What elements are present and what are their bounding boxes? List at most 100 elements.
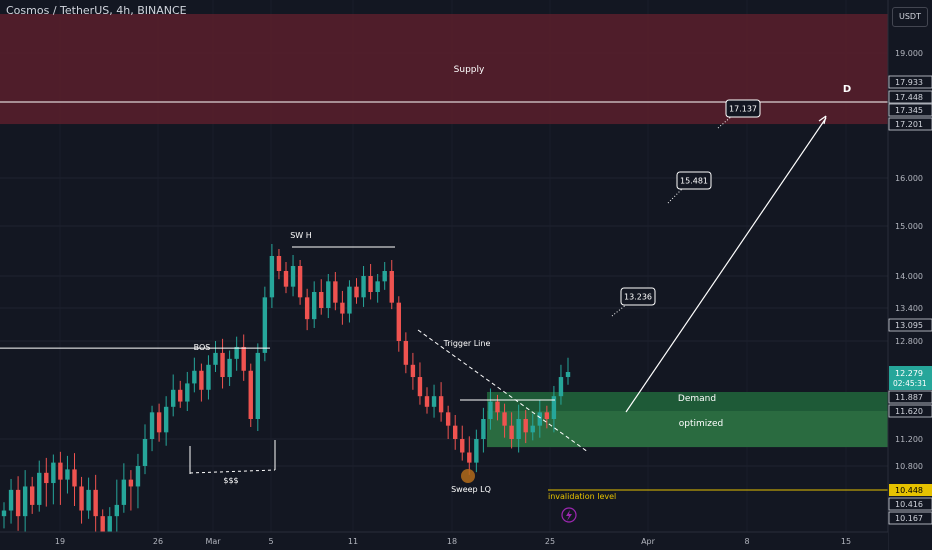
candle-body bbox=[467, 452, 472, 463]
candle-body bbox=[474, 439, 479, 463]
candle bbox=[283, 262, 289, 294]
candle bbox=[142, 424, 148, 475]
candle bbox=[375, 274, 380, 303]
candle bbox=[15, 476, 21, 531]
candle bbox=[544, 405, 550, 429]
candle bbox=[410, 352, 416, 390]
candle bbox=[347, 280, 352, 323]
candle-body bbox=[30, 486, 35, 505]
candle bbox=[312, 281, 317, 328]
liquidity-label: $$$ bbox=[223, 476, 238, 485]
candle bbox=[396, 296, 401, 352]
candle-body bbox=[227, 358, 232, 378]
target-callout[interactable]: 17.137 bbox=[717, 99, 761, 129]
candle-body bbox=[417, 377, 423, 397]
candle-body bbox=[396, 302, 401, 341]
candle bbox=[537, 400, 542, 438]
candle-body bbox=[431, 396, 437, 407]
candle-body bbox=[375, 281, 380, 292]
candle bbox=[206, 355, 211, 400]
price-level: 10.167 bbox=[895, 514, 923, 523]
candle-body bbox=[171, 389, 176, 407]
candle-body bbox=[530, 425, 535, 433]
candle-body bbox=[304, 297, 310, 320]
candle bbox=[51, 454, 56, 505]
price-axis[interactable]: 19.000 16.000 15.000 14.000 13.400 12.800 11.2… bbox=[887, 0, 932, 550]
candle-body bbox=[354, 286, 359, 298]
candle bbox=[135, 453, 141, 509]
price-level-box bbox=[889, 484, 932, 496]
price-level: 17.201 bbox=[895, 120, 923, 129]
target-price: 15.481 bbox=[680, 177, 708, 186]
candle-body bbox=[37, 472, 42, 505]
candle bbox=[530, 413, 535, 441]
candle-body bbox=[255, 352, 260, 419]
callout-pointer bbox=[611, 303, 628, 317]
time-tick: 15 bbox=[841, 537, 851, 546]
candle bbox=[262, 286, 268, 362]
candle bbox=[502, 403, 507, 438]
demand-label: Demand bbox=[678, 394, 716, 404]
time-tick: 11 bbox=[348, 537, 358, 546]
target-labels: 13.236 15.481 17.137 bbox=[611, 99, 761, 317]
time-tick: 5 bbox=[268, 537, 273, 546]
target-callout[interactable]: 15.481 bbox=[667, 171, 712, 204]
candle-body bbox=[326, 281, 331, 308]
currency-button[interactable]: USDT bbox=[892, 7, 928, 27]
candle-body bbox=[178, 389, 183, 402]
candle-body bbox=[213, 352, 218, 365]
candle-body bbox=[220, 352, 225, 378]
time-tick: 18 bbox=[447, 537, 457, 546]
target-price: 17.137 bbox=[729, 105, 757, 114]
candle-body bbox=[269, 256, 275, 298]
candle-body bbox=[290, 266, 296, 287]
price-level: 17.933 bbox=[895, 78, 923, 87]
bar-countdown: 02:45:31 bbox=[893, 379, 927, 388]
candle bbox=[163, 396, 169, 446]
price-tick: 11.200 bbox=[895, 435, 923, 444]
drawings bbox=[0, 115, 888, 491]
candle bbox=[178, 380, 183, 408]
lightning-icon[interactable] bbox=[561, 507, 577, 523]
price-level: 11.620 bbox=[895, 407, 923, 416]
candle bbox=[382, 262, 387, 290]
candle bbox=[213, 341, 218, 372]
candle-body bbox=[544, 412, 550, 419]
candle bbox=[8, 478, 14, 524]
candle bbox=[171, 374, 176, 417]
candle-body bbox=[340, 302, 345, 314]
candle-body bbox=[389, 271, 394, 303]
candle bbox=[354, 278, 359, 304]
candle-body bbox=[361, 276, 366, 298]
target-callout[interactable]: 13.236 bbox=[611, 287, 656, 317]
candle bbox=[37, 460, 42, 512]
price-level: 11.887 bbox=[895, 393, 923, 402]
price-level: 10.416 bbox=[895, 500, 923, 509]
callout-pointer bbox=[717, 115, 733, 129]
time-axis[interactable]: 19 26 Mar 5 11 18 25 Apr 8 15 bbox=[0, 531, 888, 550]
candle-body bbox=[565, 372, 571, 378]
candle-body bbox=[283, 271, 289, 287]
callout-pointer bbox=[667, 187, 684, 204]
candle-body bbox=[262, 297, 268, 353]
candle bbox=[58, 451, 63, 505]
candle bbox=[488, 388, 493, 430]
candle bbox=[156, 403, 162, 442]
candle bbox=[192, 357, 197, 393]
candle-body bbox=[8, 489, 14, 511]
price-level-box bbox=[888, 117, 932, 131]
price-level: 17.345 bbox=[895, 106, 923, 115]
price-level: 17.448 bbox=[895, 93, 923, 102]
price-level-box bbox=[888, 75, 932, 89]
candle-body bbox=[410, 364, 416, 378]
demand-zone bbox=[487, 392, 888, 411]
callout-box bbox=[676, 171, 712, 190]
candle bbox=[234, 336, 239, 371]
candle bbox=[269, 244, 275, 308]
time-tick: 8 bbox=[744, 537, 749, 546]
candle bbox=[1, 502, 7, 529]
price-tick: 19.000 bbox=[895, 49, 923, 58]
candle bbox=[495, 394, 500, 421]
candle-body bbox=[460, 439, 465, 453]
